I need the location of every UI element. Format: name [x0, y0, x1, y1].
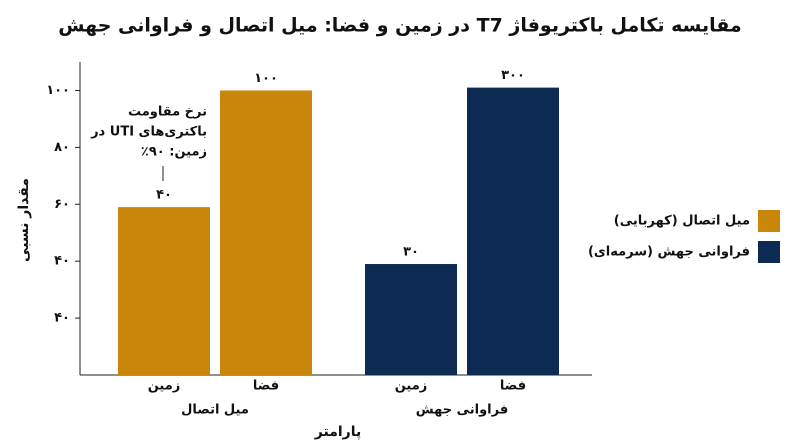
annotation: باکتری‌های UTI در	[90, 125, 207, 140]
x-tick-label: زمین	[148, 379, 181, 394]
group-label: فراوانی جهش	[416, 403, 508, 418]
bar	[467, 87, 559, 375]
data-label: ۴۰	[156, 188, 172, 203]
bar	[365, 264, 457, 375]
group-label: میل اتصال	[181, 403, 249, 418]
legend-swatch	[758, 210, 780, 232]
x-axis-label: پارامتر	[314, 424, 361, 440]
chart-title: مقایسه تکامل باکتریوفاژ T7 در زمین و فضا…	[58, 15, 741, 37]
y-tick-label: ۴۰	[54, 254, 70, 269]
y-tick-label: ۱۰۰	[46, 83, 70, 98]
annotation: نرخ مقاومت	[128, 105, 207, 120]
y-tick-label: ۸۰	[54, 140, 70, 155]
y-axis-label: مقدار نسبی	[16, 178, 32, 262]
legend-label: فراوانی جهش (سرمه‌ای)	[588, 245, 750, 260]
bar	[118, 207, 210, 375]
legend-label: میل اتصال (کهربایی)	[614, 214, 750, 229]
bar	[220, 90, 312, 376]
y-tick-label: ۴۰	[54, 311, 70, 326]
data-label: ۳۰۰	[501, 68, 525, 83]
data-label: ۱۰۰	[254, 71, 278, 86]
x-tick-label: زمین	[395, 379, 428, 394]
x-tick-label: فضا	[253, 379, 279, 394]
y-tick-label: ۶۰	[54, 197, 70, 212]
legend-swatch	[758, 241, 780, 263]
annotation: زمین: ۹۰٪	[141, 145, 207, 160]
data-label: ۳۰	[403, 245, 419, 260]
x-tick-label: فضا	[500, 379, 526, 394]
